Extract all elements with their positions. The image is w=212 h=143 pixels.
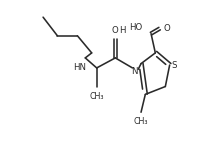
Text: HO: HO (129, 23, 142, 32)
Text: S: S (172, 61, 177, 69)
Text: N: N (131, 67, 137, 76)
Text: H: H (119, 26, 125, 35)
Text: O: O (112, 26, 119, 35)
Text: HN: HN (73, 63, 86, 72)
Text: CH₃: CH₃ (89, 92, 104, 101)
Text: O: O (163, 24, 170, 33)
Text: CH₃: CH₃ (134, 117, 148, 126)
